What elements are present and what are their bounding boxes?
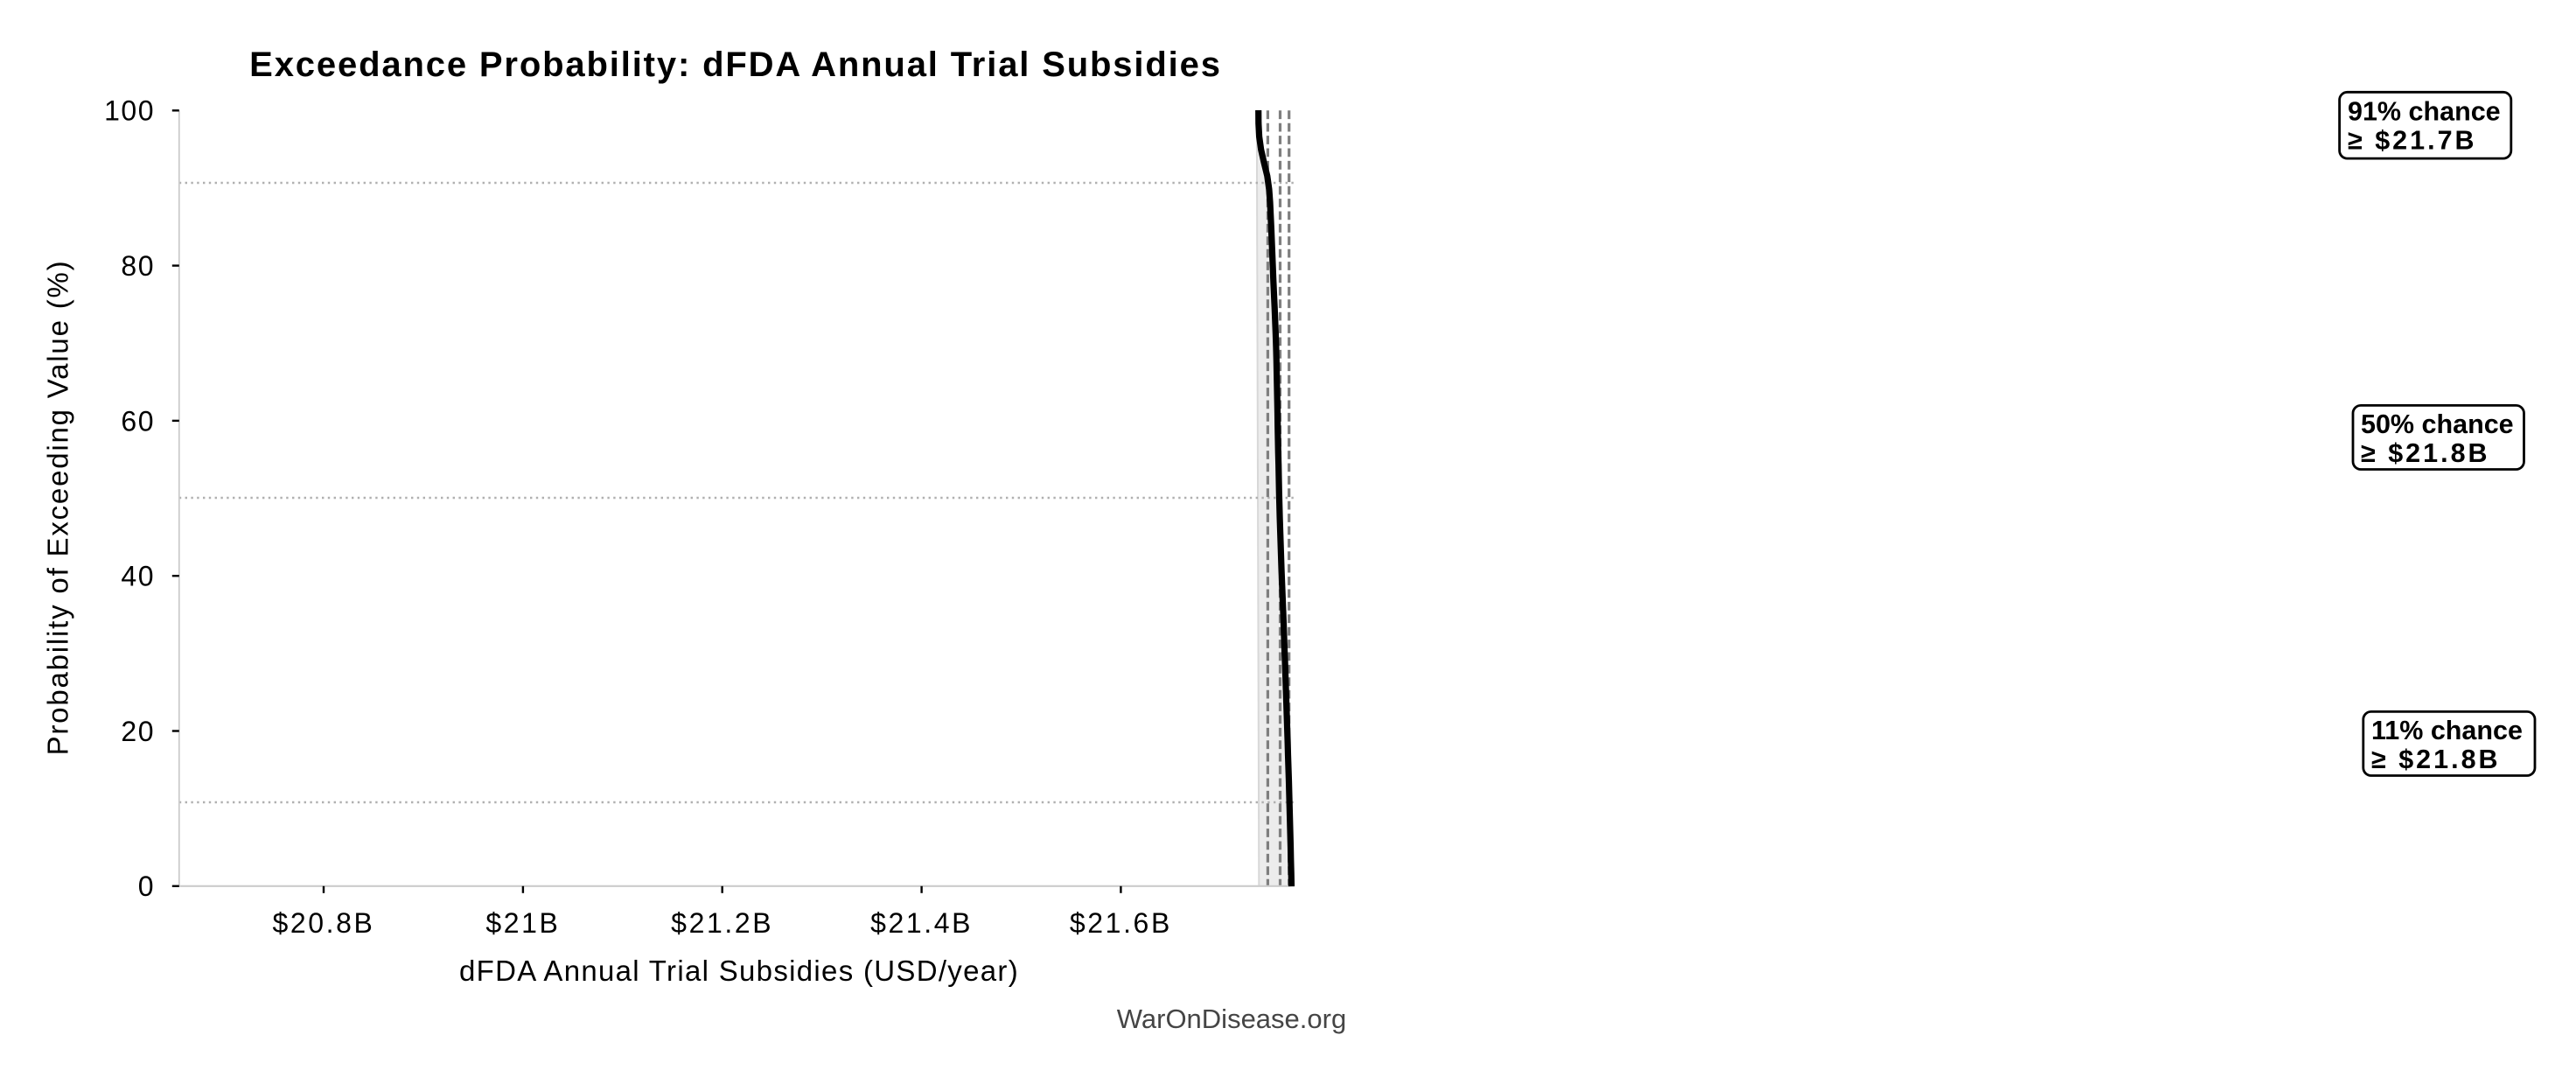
svg-text:≥ $21.8B: ≥ $21.8B (2361, 438, 2490, 468)
svg-text:$20.8B: $20.8B (272, 907, 374, 939)
svg-text:dFDA Annual Trial Subsidies (U: dFDA Annual Trial Subsidies (USD/year) (459, 955, 1019, 987)
svg-text:50% chance: 50% chance (2361, 409, 2514, 439)
svg-text:11% chance: 11% chance (2371, 716, 2523, 745)
svg-text:WarOnDisease.org: WarOnDisease.org (1117, 1004, 1346, 1034)
svg-text:80: 80 (121, 250, 155, 282)
svg-text:≥ $21.8B: ≥ $21.8B (2371, 745, 2501, 774)
svg-text:Exceedance Probability: dFDA A: Exceedance Probability: dFDA Annual Tria… (249, 45, 1222, 84)
svg-text:≥ $21.7B: ≥ $21.7B (2348, 126, 2477, 156)
svg-text:20: 20 (121, 716, 155, 747)
svg-text:Probability of Exceeding Value: Probability of Exceeding Value (%) (42, 260, 74, 756)
svg-text:91% chance: 91% chance (2348, 97, 2501, 127)
svg-text:$21.4B: $21.4B (870, 907, 973, 939)
svg-text:100: 100 (104, 95, 155, 127)
svg-text:$21B: $21B (485, 907, 560, 939)
svg-text:40: 40 (121, 561, 155, 592)
svg-text:$21.6B: $21.6B (1070, 907, 1172, 939)
svg-text:60: 60 (121, 405, 155, 437)
svg-text:$21.2B: $21.2B (671, 907, 773, 939)
svg-text:0: 0 (138, 871, 155, 902)
